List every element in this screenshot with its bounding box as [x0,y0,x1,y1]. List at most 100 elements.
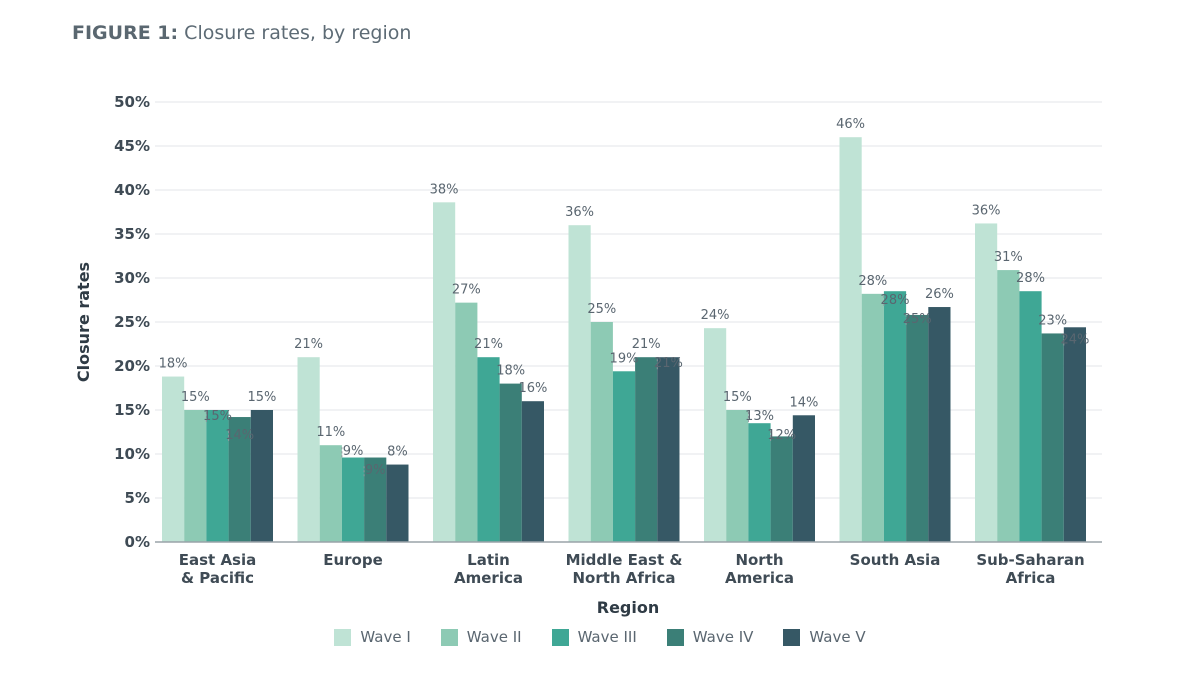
bar [364,457,387,542]
data-label: 19% [610,351,639,366]
x-category-label: North [735,551,783,569]
legend-item: Wave II [440,628,522,646]
bar [386,464,409,542]
data-label: 12% [767,428,796,443]
data-label: 26% [925,287,954,302]
bar [883,291,907,542]
bar [1041,333,1064,542]
data-label: 15% [247,390,276,405]
y-tick-label: 0% [125,533,150,551]
data-label: 21% [474,337,503,352]
y-tick-label: 50% [114,93,150,111]
bar [319,445,342,542]
y-tick-label: 45% [114,137,150,155]
data-label: 15% [723,390,752,405]
legend-item: Wave V [783,628,866,646]
x-category-label: Sub-Saharan [976,551,1084,569]
bar [635,357,658,542]
data-label: 21% [632,337,661,352]
legend-item: Wave IV [666,628,754,646]
data-label: 9% [343,444,364,459]
bar [433,202,456,542]
bar [997,270,1020,542]
y-tick-label: 20% [114,357,150,375]
data-label: 11% [316,425,345,440]
bar [726,410,749,542]
data-label: 28% [858,274,887,289]
data-label: 18% [159,357,188,372]
bar [477,357,500,542]
data-label: 23% [1038,313,1067,328]
bar [770,436,793,542]
data-label: 8% [387,445,408,460]
bar [568,225,591,542]
x-category-label: America [725,569,794,587]
legend-label: Wave III [577,628,637,646]
data-label: 15% [203,409,232,424]
data-label: 31% [994,250,1023,265]
bar [590,322,613,542]
bar [748,423,771,542]
figure-title: FIGURE 1: Closure rates, by region [72,22,411,44]
bar [297,357,320,542]
data-label: 27% [452,283,481,298]
bar [928,307,951,542]
x-category-label: East Asia [179,551,257,569]
y-axis-tick-labels: 0% 5% 10% 15% 20% 25% 30% 35% 40% 45% 50% [114,93,150,551]
legend-swatch [334,628,352,646]
x-category-label: America [454,569,523,587]
x-category-label: & Pacific [181,569,254,587]
data-label: 25% [587,302,616,317]
bar [341,457,365,542]
y-tick-label: 25% [114,313,150,331]
data-label: 28% [881,293,910,308]
y-axis-title: Closure rates [74,262,93,382]
bar-chart: 0% 5% 10% 15% 20% 25% 30% 35% 40% 45% 50% 18% 15% 15… [74,93,1102,617]
bar [1019,291,1042,542]
data-label: 46% [836,117,865,132]
data-label: 21% [294,337,323,352]
x-axis-title: Region [597,598,660,617]
bar [975,223,998,542]
legend-item: Wave III [551,628,637,646]
x-category-label: Latin [467,551,510,569]
y-tick-label: 5% [125,489,150,507]
bar [228,417,251,542]
data-label: 14% [789,395,818,410]
y-tick-label: 10% [114,445,150,463]
bar [839,137,862,542]
y-tick-label: 15% [114,401,150,419]
bar [162,376,185,542]
x-category-label: Middle East & [566,551,683,569]
y-tick-label: 40% [114,181,150,199]
legend-label: Wave II [466,628,522,646]
data-label: 13% [745,409,774,424]
bar [455,302,478,542]
data-label: 9% [365,463,386,478]
data-label: 16% [518,381,547,396]
bar [499,383,522,542]
bars [162,137,1086,542]
bar [206,410,229,542]
legend-label: Wave I [360,628,411,646]
legend-item: Wave I [334,628,411,646]
bar [792,415,815,542]
bar [521,401,544,542]
legend-label: Wave V [809,628,866,646]
legend-swatch [440,628,458,646]
data-label: 36% [565,205,594,220]
x-category-label: North Africa [572,569,675,587]
data-label: 14% [225,428,254,443]
bar [906,314,929,542]
figure-title-text: Closure rates, by region [184,22,412,44]
bar [657,357,680,542]
y-tick-label: 35% [114,225,150,243]
y-tick-label: 30% [114,269,150,287]
data-label: 15% [181,390,210,405]
data-label: 21% [654,356,683,371]
data-label: 24% [1060,332,1089,347]
legend-label: Wave IV [692,628,754,646]
x-category-label: Africa [1006,569,1056,587]
legend: Wave I Wave II Wave III Wave IV Wave V [0,628,1200,646]
